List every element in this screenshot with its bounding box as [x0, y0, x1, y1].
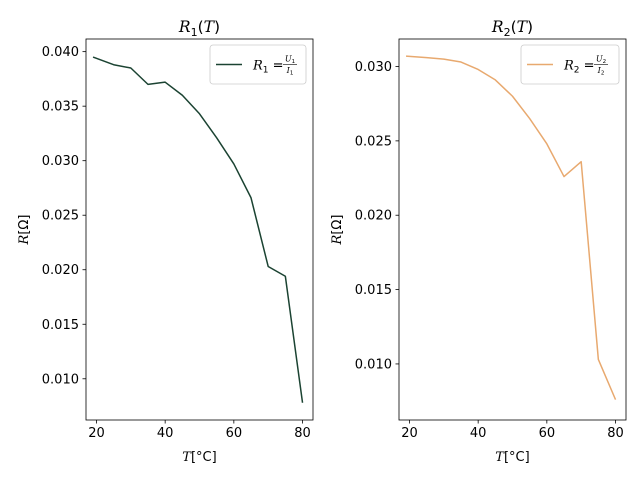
legend-label: R1 = — [252, 59, 284, 76]
legend-denominator: I1 — [286, 66, 294, 77]
y-tick-label: 0.040 — [42, 45, 79, 60]
x-tick-label: 60 — [226, 426, 243, 441]
axes-frame — [398, 38, 627, 421]
chart-panel-1: 20 40 60 80 0.010 0.015 0.020 0.025 0.030 0.035 0.… — [17, 18, 314, 465]
legend-den-subscript: 2 — [601, 71, 605, 77]
title-open-paren: ( — [511, 18, 517, 36]
legend-lhs: R — [252, 59, 263, 74]
title-close-paren: ) — [527, 18, 533, 36]
y-tick-label: 0.015 — [355, 283, 392, 298]
title-arg: T — [204, 18, 216, 36]
y-tick-label: 0.020 — [355, 209, 392, 224]
title-symbol: R — [178, 18, 191, 36]
title-subscript: 1 — [191, 26, 198, 39]
chart-panel-2: 20 40 60 800.0100.0150.0200.0250.030R2(T)T[… — [330, 18, 627, 465]
x-tick-label: 80 — [294, 426, 311, 441]
y-label-unit: [Ω] — [17, 215, 32, 235]
x-label-symbol: T — [182, 450, 192, 465]
legend-lhs-subscript: 1 — [263, 66, 269, 76]
legend-num-symbol: U — [285, 55, 292, 64]
legend-lhs: R — [563, 59, 574, 74]
y-axis-label: R[Ω] — [17, 215, 32, 246]
legend-den-subscript: 1 — [290, 71, 294, 77]
title-arg: T — [517, 18, 529, 36]
legend-num-subscript: 1 — [292, 59, 296, 65]
y-tick-label: 0.035 — [42, 100, 79, 115]
x-tick-label: 20 — [401, 426, 418, 441]
y-axis-label: R[Ω] — [330, 215, 345, 246]
series-line-1-1 — [92, 56, 304, 403]
y-label-unit: [Ω] — [330, 215, 345, 235]
x-tick-label: 40 — [157, 426, 174, 441]
y-tick-label: 0.025 — [355, 134, 392, 149]
legend-label: R2 = — [563, 59, 595, 76]
x-label-unit: [°C] — [504, 450, 530, 465]
legend-equals: = — [269, 59, 284, 74]
y-tick-label: 0.030 — [355, 60, 392, 75]
x-tick-label: 80 — [607, 426, 624, 441]
legend-num-symbol: U — [596, 55, 603, 64]
legend-box — [520, 44, 620, 85]
x-axis-label: T[°C] — [182, 450, 216, 465]
legend-num-subscript: 2 — [603, 59, 607, 65]
x-axis-label: T[°C] — [495, 450, 529, 465]
legend-numerator: U2 — [596, 55, 606, 66]
legend-lhs-subscript: 2 — [574, 66, 580, 76]
y-tick-label: 0.010 — [355, 357, 392, 372]
chart-title: R2(T) — [491, 18, 533, 39]
legend-box — [209, 44, 307, 85]
x-tick-label: 60 — [539, 426, 556, 441]
legend-numerator: U1 — [285, 55, 295, 66]
y-tick-label: 0.025 — [42, 209, 79, 224]
y-label-symbol: R — [330, 234, 345, 245]
y-tick-label: 0.010 — [42, 372, 79, 387]
x-tick-label: 40 — [470, 426, 487, 441]
y-tick-label: 0.030 — [42, 154, 79, 169]
chart-title: R1(T) — [178, 18, 220, 39]
x-label-symbol: T — [495, 450, 505, 465]
axes-frame — [85, 38, 314, 421]
series-line-2-1 — [405, 55, 617, 400]
y-label-symbol: R — [17, 234, 32, 245]
title-symbol: R — [491, 18, 504, 36]
legend-denominator: I2 — [597, 66, 605, 77]
x-tick-label: 20 — [88, 426, 105, 441]
title-close-paren: ) — [214, 18, 220, 36]
y-tick-label: 0.020 — [42, 263, 79, 278]
legend-den-symbol: I — [286, 66, 291, 75]
title-open-paren: ( — [198, 18, 204, 36]
legend-equals: = — [580, 59, 595, 74]
title-subscript: 2 — [504, 26, 511, 39]
legend-den-symbol: I — [597, 66, 602, 75]
y-tick-label: 0.015 — [42, 318, 79, 333]
x-label-unit: [°C] — [191, 450, 217, 465]
